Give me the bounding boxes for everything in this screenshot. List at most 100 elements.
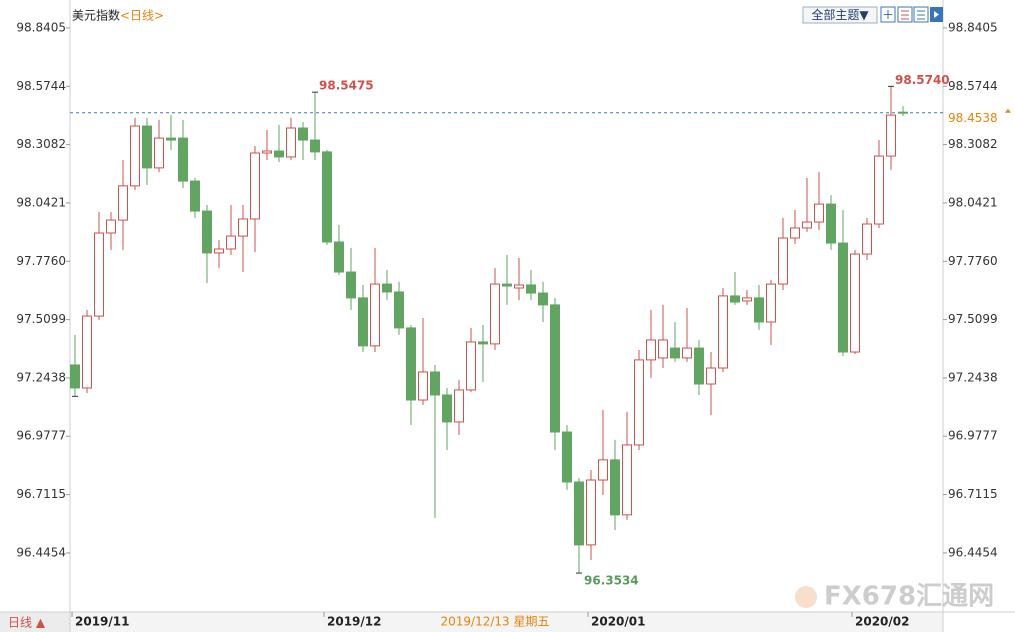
theme-button[interactable]: 全部主题▼	[811, 7, 869, 22]
y-tick-label-right: 97.7760	[948, 254, 998, 268]
x-axis-strip	[70, 612, 943, 632]
candle-body	[778, 237, 788, 285]
y-tick-label-right: 98.5744	[948, 79, 998, 93]
x-tick-label: 2020/01	[591, 615, 645, 629]
candle-body	[814, 203, 824, 223]
candle-body	[238, 218, 248, 237]
candle-body	[670, 347, 680, 359]
y-tick-label-left: 97.7760	[16, 254, 66, 268]
y-tick-label-left: 97.5099	[16, 312, 66, 326]
candle-body	[514, 284, 524, 289]
toolbar-icons	[880, 6, 943, 23]
period-button[interactable]: 日线 ▲	[8, 616, 46, 630]
candle-body	[838, 242, 848, 353]
candle-body	[202, 210, 212, 254]
candle-body	[250, 152, 260, 220]
candle-body	[94, 232, 104, 317]
y-tick-label-right: 96.7115	[948, 487, 998, 501]
candle-body	[382, 283, 392, 293]
candle-body	[682, 347, 692, 359]
candle-body	[286, 127, 296, 158]
candle-body	[718, 295, 728, 369]
candle-body	[358, 297, 368, 347]
watermark-logo	[795, 586, 817, 608]
candle-body	[214, 248, 224, 254]
candle-body	[118, 185, 128, 221]
x-tick-label: 2019/11	[75, 615, 129, 629]
candle-body	[130, 125, 140, 187]
candle-body	[490, 283, 500, 345]
candle-body	[562, 431, 572, 483]
candle-body	[298, 127, 308, 141]
y-tick-label-right: 97.5099	[948, 312, 998, 326]
watermark: FX678汇通网	[824, 582, 994, 612]
candle-body	[790, 227, 800, 239]
candle-body	[886, 114, 896, 157]
icon-zoom-glyph	[917, 10, 925, 20]
candle-body	[442, 394, 452, 423]
candle-body	[310, 139, 320, 153]
icon-crosshair-glyph	[884, 10, 892, 19]
candle-body	[898, 111, 908, 114]
candle-body	[334, 241, 344, 273]
candle-body	[850, 253, 860, 353]
candle-body	[322, 151, 332, 243]
x-tick-label: 2020/02	[855, 615, 909, 629]
candle-body	[70, 364, 80, 389]
candle-body	[106, 219, 116, 234]
candle-body	[634, 359, 644, 446]
y-tick-label-right: 98.0421	[948, 195, 998, 209]
candle-body	[598, 459, 608, 481]
y-tick-label-right: 96.4454	[948, 545, 998, 559]
candle-body	[742, 297, 752, 302]
candle-body	[454, 389, 464, 423]
period-label: <日线>	[120, 9, 164, 23]
candle-body	[694, 347, 704, 385]
icon-fullscreen-glyph	[901, 10, 909, 20]
candle-body	[274, 150, 284, 158]
candle-body	[142, 125, 152, 169]
candle-body	[550, 304, 560, 433]
y-tick-label-left: 98.3082	[16, 137, 66, 151]
candle-body	[646, 339, 656, 361]
candle-body	[502, 283, 512, 287]
candle-body	[658, 339, 668, 359]
y-tick-label-right: 96.9777	[948, 429, 998, 443]
y-tick-label-left: 98.8405	[16, 20, 66, 34]
candle-body	[166, 137, 176, 141]
y-tick-label-right: 98.3082	[948, 137, 998, 151]
candle-body	[826, 203, 836, 244]
candle-body	[466, 341, 476, 391]
low-label: 96.3534	[584, 574, 639, 588]
candle-body	[178, 137, 188, 182]
candle-body	[610, 459, 620, 516]
candle-body	[802, 221, 812, 229]
high-label: 98.5740	[895, 73, 950, 87]
y-tick-label-left: 96.9777	[16, 429, 66, 443]
candle-body	[586, 479, 596, 546]
candle-body	[262, 150, 272, 154]
chart-title: 美元指数	[72, 8, 120, 23]
period-strip	[0, 612, 70, 632]
candle-body	[226, 235, 236, 250]
candle-body	[394, 291, 404, 329]
candle-body	[190, 180, 200, 212]
last-price-arrow	[1005, 108, 1011, 113]
y-tick-label-left: 96.7115	[16, 487, 66, 501]
candle-body	[766, 283, 776, 323]
candle-body	[406, 327, 416, 401]
candle-body	[730, 295, 740, 303]
icon-next-glyph	[934, 11, 939, 18]
candle-body	[706, 367, 716, 385]
candle-body	[874, 155, 884, 225]
theme-button-box[interactable]	[802, 6, 878, 24]
candle-body	[370, 283, 380, 347]
candle-body	[418, 371, 428, 401]
candle-body	[526, 284, 536, 294]
high-label: 98.5475	[319, 79, 374, 93]
y-tick-label-right: 97.2438	[948, 370, 998, 384]
candle-body	[574, 481, 584, 546]
x-tick-label: 2019/12	[327, 615, 381, 629]
